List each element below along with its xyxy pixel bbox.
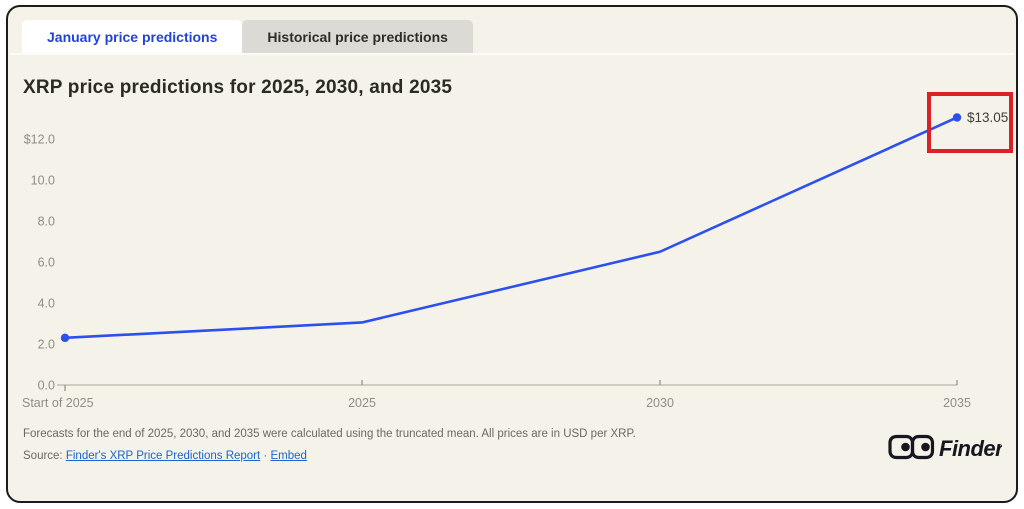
y-axis-label: $12.0 — [24, 133, 55, 147]
highlight-box — [927, 92, 1013, 153]
x-axis-label: 2035 — [943, 396, 971, 410]
source-report-link[interactable]: Finder's XRP Price Predictions Report — [65, 450, 261, 462]
endpoint-value-label: $13.05 — [967, 110, 1008, 125]
finder-logo: Finder — [888, 434, 1002, 461]
tab-bar: January price predictions Historical pri… — [22, 20, 473, 53]
data-point-marker — [952, 113, 962, 122]
y-axis-label: 6.0 — [38, 256, 55, 270]
y-axis-label: 2.0 — [38, 338, 55, 352]
x-axis-label: 2030 — [646, 396, 674, 410]
y-axis-label: 0.0 — [38, 379, 55, 393]
data-point-marker — [60, 333, 70, 343]
x-axis-label: Start of 2025 — [22, 396, 94, 410]
y-axis-label: 4.0 — [38, 297, 55, 311]
embed-link[interactable]: Embed — [270, 450, 307, 462]
x-axis-label: 2025 — [348, 396, 376, 410]
tab-january-price-predictions[interactable]: January price predictions — [22, 20, 243, 53]
finder-eyes-icon — [888, 434, 935, 460]
chart-footnote: Forecasts for the end of 2025, 2030, and… — [23, 428, 636, 440]
finder-logo-text: Finder — [939, 436, 1002, 461]
chart-title: XRP price predictions for 2025, 2030, an… — [23, 77, 453, 98]
price-line-chart: 0.0 2.0 4.0 6.0 8.0 10.0 $12.0 Start of 2025 202… — [22, 110, 1008, 410]
source-prefix: Source: — [23, 450, 63, 462]
source-separator: · — [263, 450, 268, 462]
chart-card: January price predictions Historical pri… — [6, 5, 1018, 503]
y-axis-label: 10.0 — [31, 174, 55, 188]
tabbar-divider — [10, 53, 1014, 55]
y-axis-label: 8.0 — [38, 215, 55, 229]
source-line: Source: Finder's XRP Price Predictions R… — [23, 450, 307, 462]
price-line — [64, 116, 958, 340]
tab-historical-price-predictions[interactable]: Historical price predictions — [242, 20, 473, 53]
